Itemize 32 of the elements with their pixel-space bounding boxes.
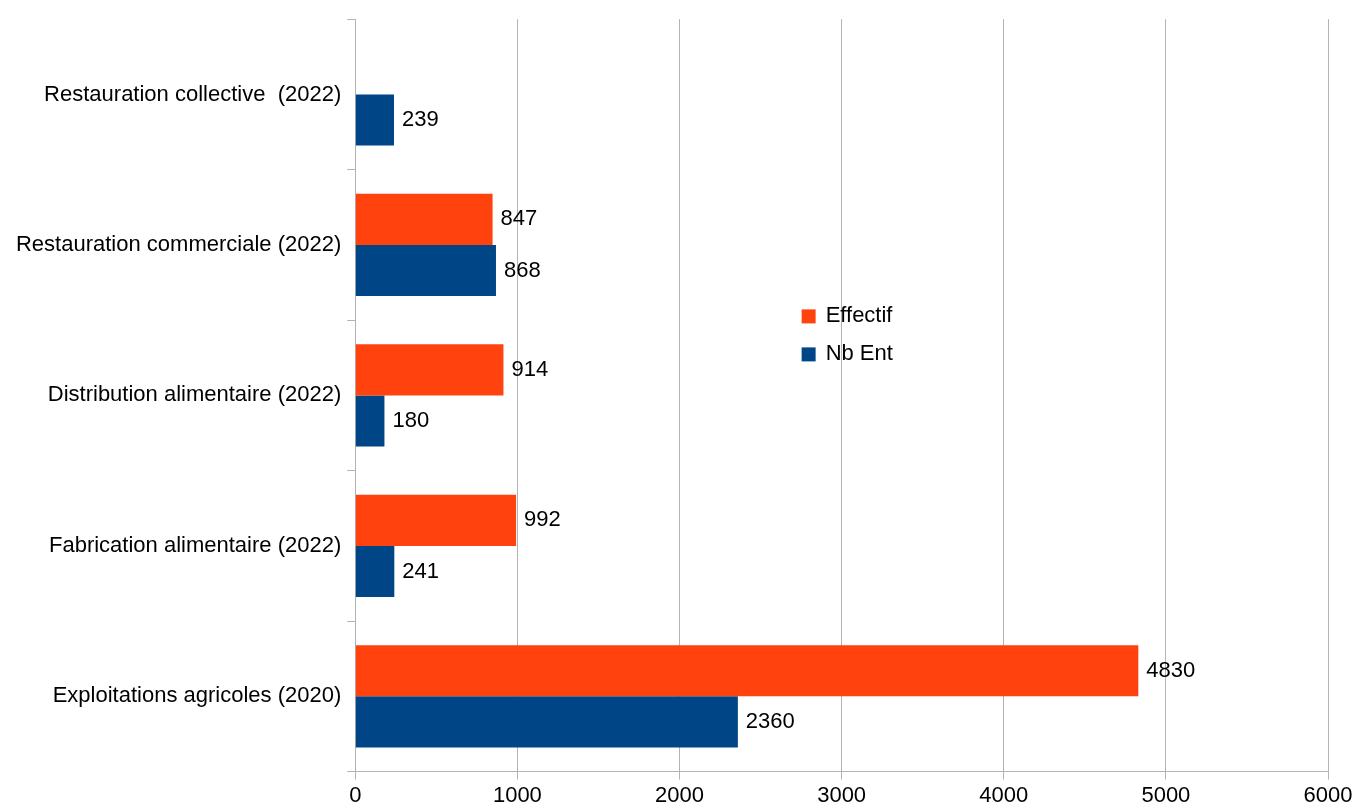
data-label: 239	[402, 106, 439, 132]
data-label: 2360	[745, 708, 795, 733]
data-label: 868	[503, 256, 541, 282]
legend-label: Effectif	[825, 302, 894, 328]
bar	[355, 94, 394, 146]
bar	[355, 193, 493, 245]
bar	[355, 344, 504, 396]
x-tick-label: 4000	[979, 781, 1029, 807]
data-label: 992	[524, 506, 561, 532]
x-tick-label: 1000	[492, 781, 542, 807]
bar	[355, 645, 1139, 697]
y-tick-label: Exploitations agricoles (2020)	[52, 682, 342, 708]
y-tick-label: Distribution alimentaire (2022)	[47, 381, 342, 407]
y-tick-label: Fabrication alimentaire (2022)	[48, 531, 342, 557]
data-label: 847	[500, 205, 538, 231]
bar	[355, 395, 385, 447]
data-label: 914	[511, 355, 549, 381]
data-label: 4830	[1146, 656, 1196, 682]
bar	[355, 494, 517, 546]
x-tick-label: 0	[349, 781, 362, 807]
legend-label: Nb Ent	[825, 340, 893, 366]
bar	[355, 696, 738, 748]
x-tick-label: 5000	[1141, 781, 1191, 807]
x-tick-label: 2000	[655, 781, 704, 807]
y-tick-label: Restauration collective (2022)	[44, 80, 342, 106]
data-label: 241	[402, 557, 440, 583]
bar	[355, 545, 395, 598]
data-label: 180	[392, 407, 430, 433]
x-tick-label: 6000	[1303, 781, 1353, 807]
bar	[355, 244, 496, 297]
x-tick-label: 3000	[817, 781, 867, 807]
y-tick-label: Restauration commerciale (2022)	[15, 230, 342, 256]
